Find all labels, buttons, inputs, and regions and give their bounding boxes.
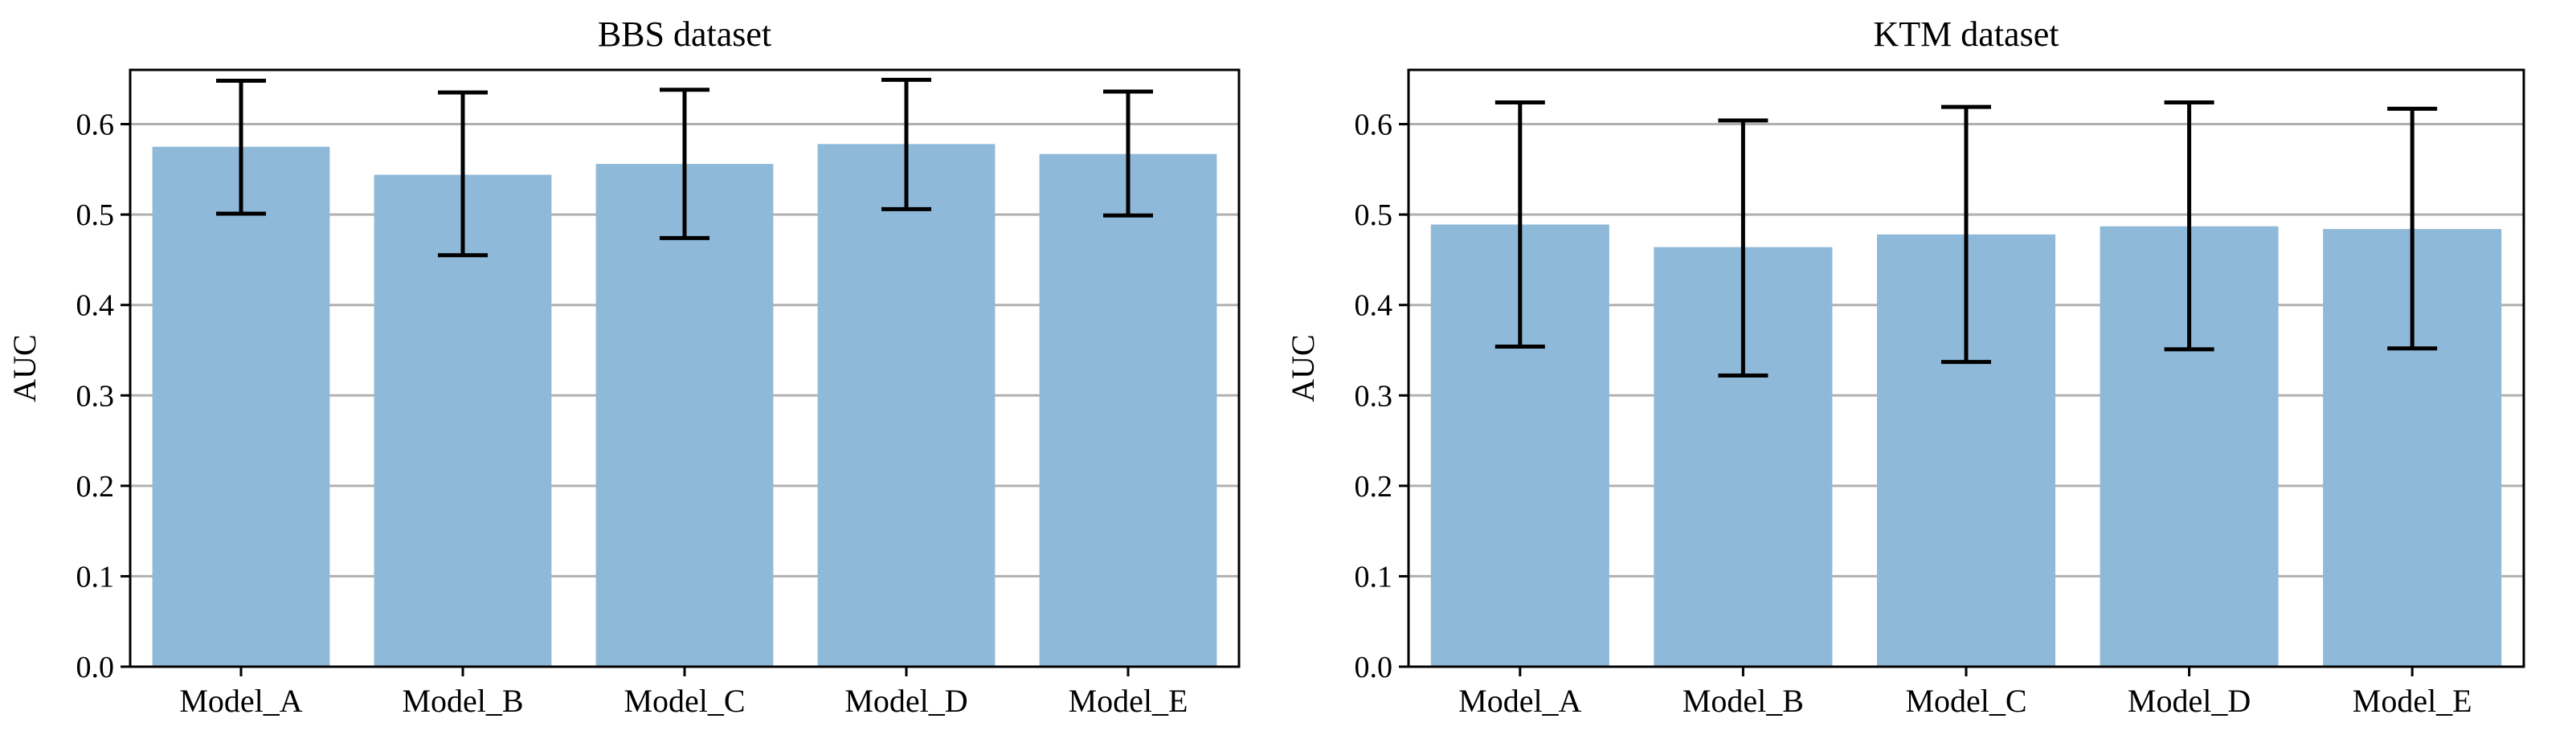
x-tick-label: Model_D — [2128, 683, 2251, 719]
error-bar — [216, 79, 266, 216]
bar-model-c — [595, 164, 774, 667]
bar-model-d — [817, 144, 996, 667]
y-tick-label: 0.2 — [1355, 470, 1393, 504]
y-tick-label: 0.5 — [1355, 198, 1393, 232]
error-bar — [2387, 106, 2438, 351]
x-tick-label: Model_C — [1905, 683, 2026, 719]
y-axis-label: AUC — [6, 334, 43, 402]
x-tick-label: Model_D — [844, 683, 967, 719]
x-tick-label: Model_E — [1069, 683, 1188, 719]
x-tick-label: Model_E — [2353, 683, 2472, 719]
y-tick-label: 0.0 — [76, 651, 115, 684]
y-tick-label: 0.3 — [1355, 379, 1393, 413]
y-tick-label: 0.4 — [1355, 289, 1393, 323]
error-bar — [1941, 104, 1991, 365]
y-tick-label: 0.6 — [76, 108, 115, 142]
y-tick-label: 0.3 — [76, 379, 115, 413]
x-tick-label: Model_A — [1458, 683, 1581, 719]
x-tick-label: Model_C — [624, 683, 745, 719]
x-tick-label: Model_B — [402, 683, 523, 719]
error-bar — [2164, 100, 2214, 352]
error-bar — [1718, 118, 1768, 378]
error-bar — [1494, 100, 1545, 349]
y-tick-label: 0.5 — [76, 198, 115, 232]
error-bar — [881, 77, 931, 211]
error-bar — [438, 90, 488, 258]
bar-model-e — [1039, 153, 1217, 667]
y-tick-label: 0.6 — [1355, 108, 1393, 142]
error-bar — [1103, 89, 1153, 218]
ktm-chart: 0.0 0.1 0.2 0.3 0.4 0.5 0.6 Model_A Model_B Model… — [1288, 14, 2525, 719]
chart-title: BBS dataset — [598, 14, 771, 54]
bbs-chart: 0.0 0.1 0.2 0.3 0.4 0.5 0.6 Model_A Model_B Model… — [6, 14, 1241, 719]
x-tick-label: Model_B — [1683, 683, 1804, 719]
bar-model-a — [152, 146, 330, 667]
y-tick-label: 0.2 — [76, 470, 115, 504]
x-tick-label: Model_A — [179, 683, 302, 719]
y-tick-label: 0.4 — [76, 289, 115, 323]
y-tick-label: 0.1 — [76, 560, 115, 594]
y-tick-label: 0.1 — [1355, 560, 1393, 594]
y-axis-label: AUC — [1288, 334, 1321, 402]
y-tick-label: 0.0 — [1355, 651, 1393, 684]
chart-title: KTM dataset — [1874, 14, 2059, 54]
error-bar — [660, 88, 709, 240]
